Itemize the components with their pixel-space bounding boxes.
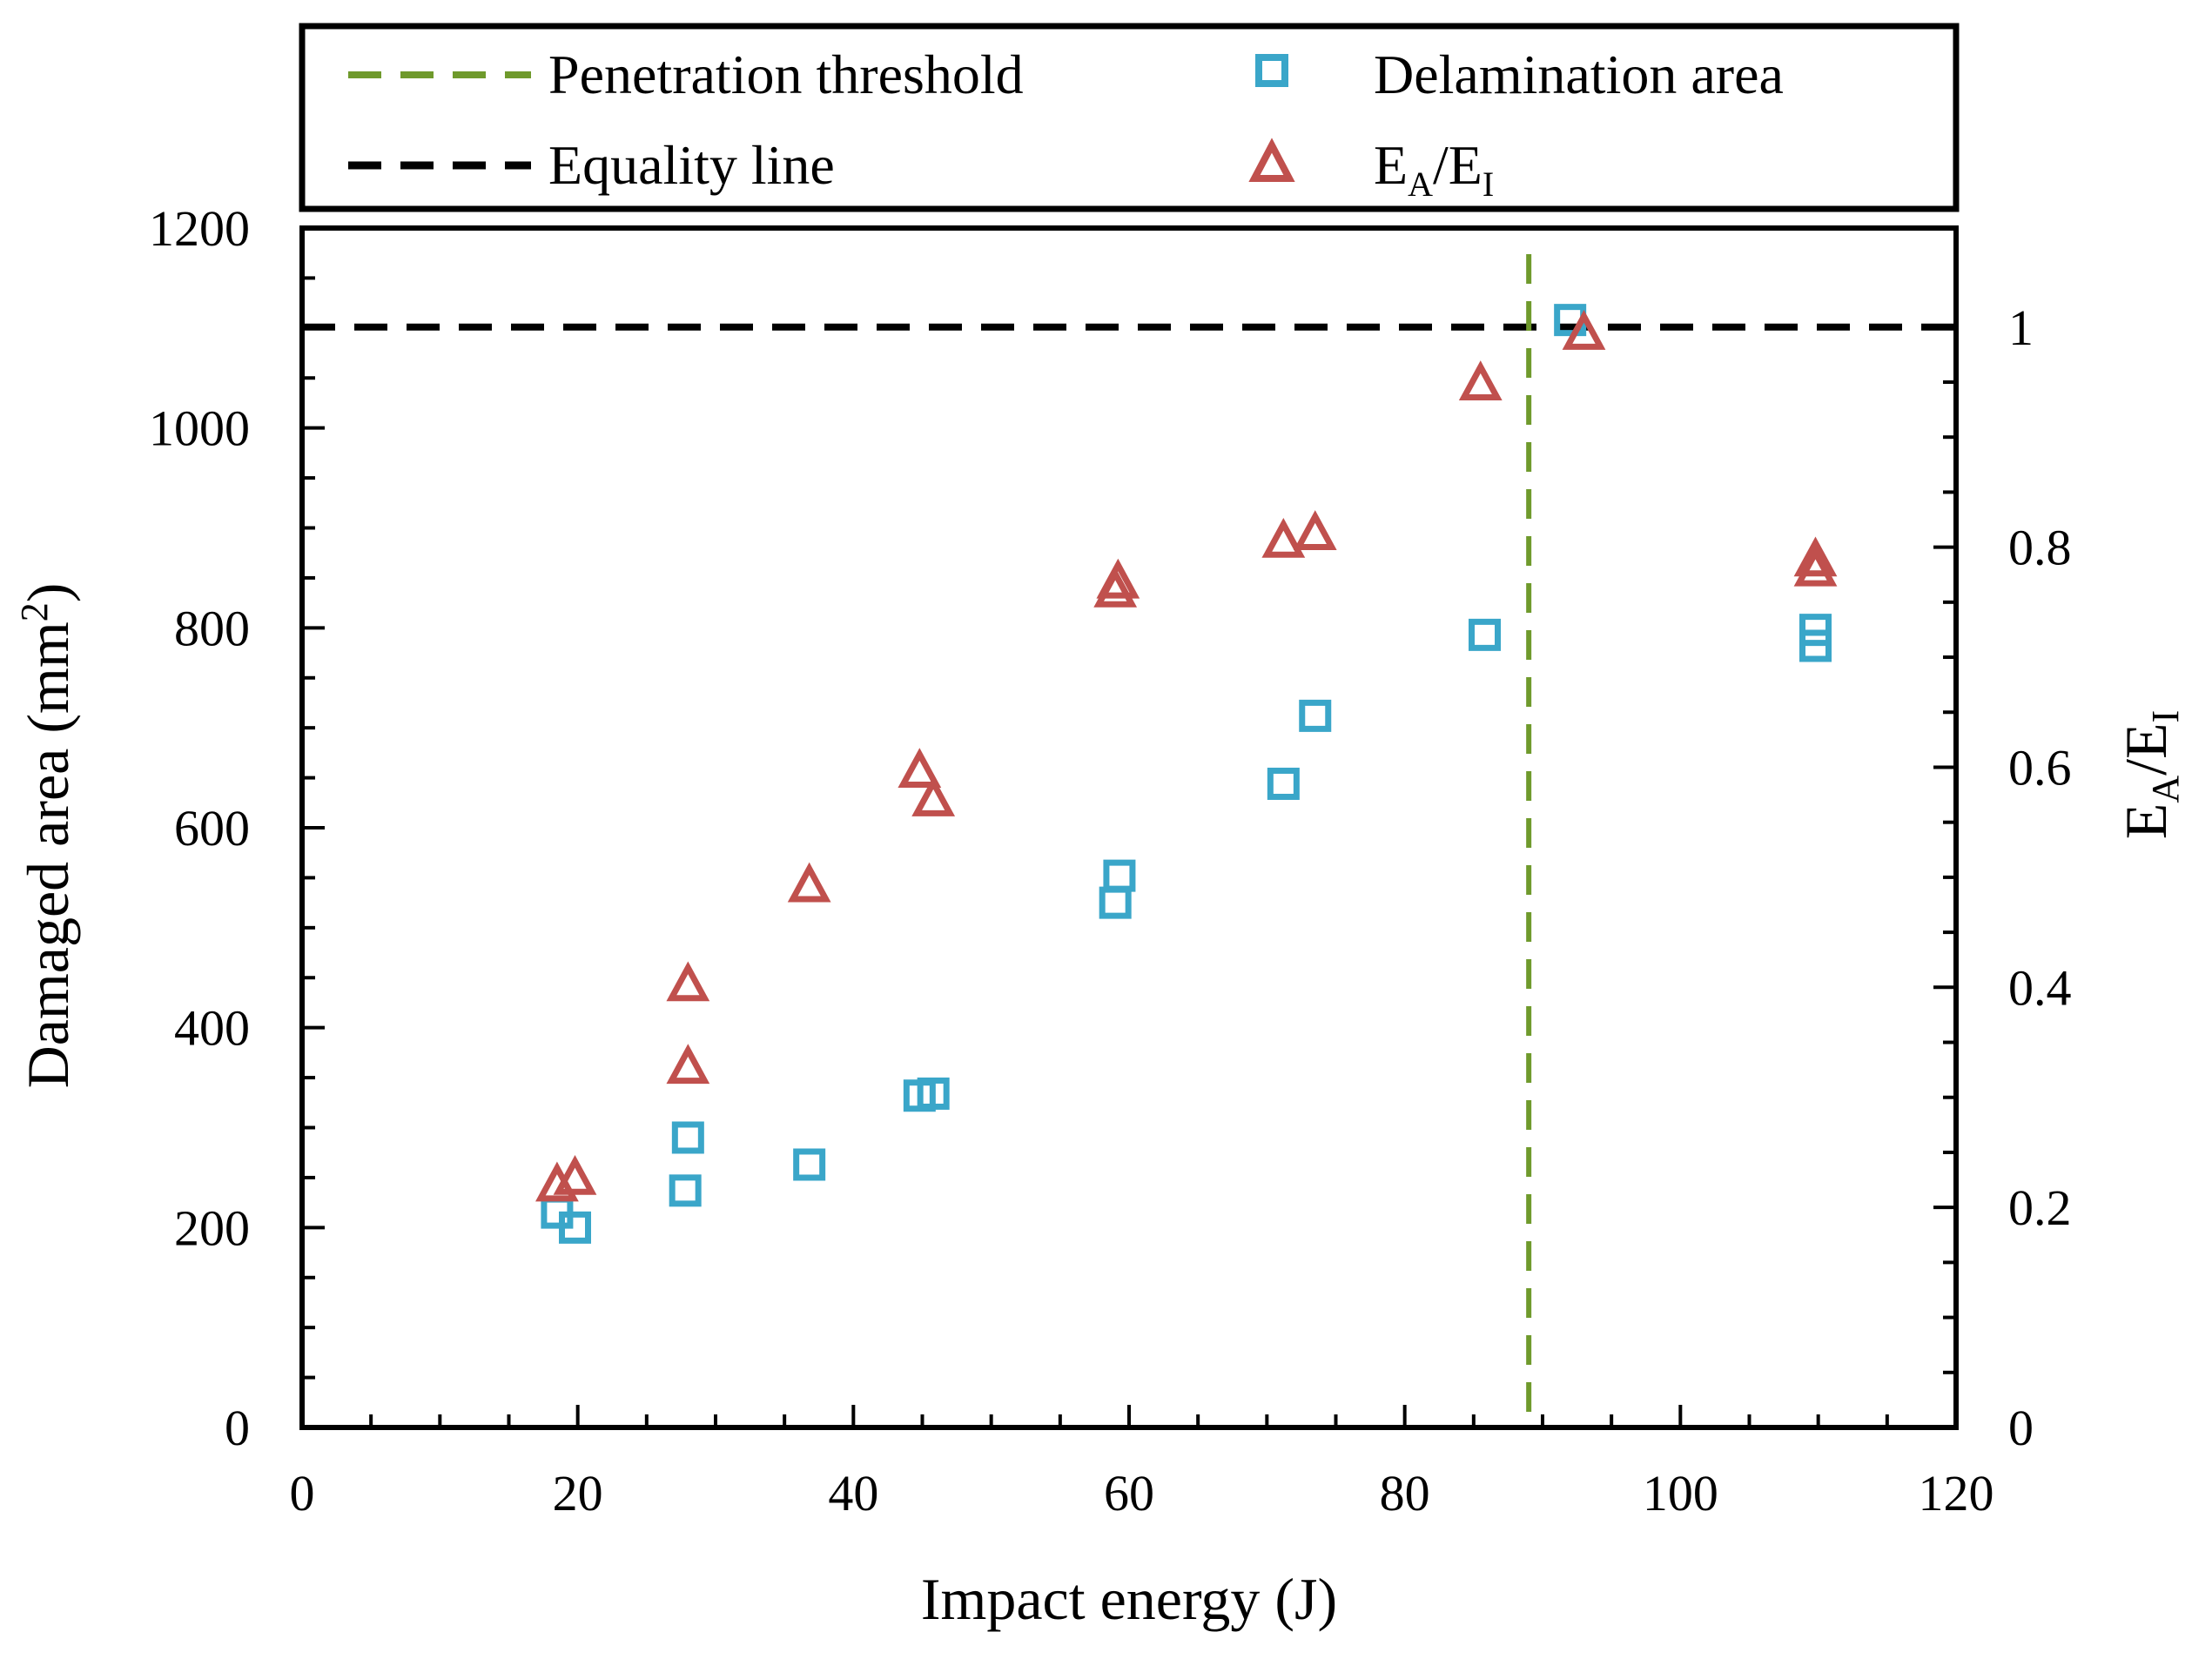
legend-delamination-swatch <box>1255 54 1288 87</box>
legend-ratio-label: EA/EI <box>1374 134 1494 204</box>
y-tick-label: 0 <box>225 1400 250 1456</box>
delamination-area-point <box>669 1174 702 1207</box>
x-tick-label: 60 <box>1104 1465 1154 1521</box>
y2-axis-title: EA/EI <box>2113 710 2187 839</box>
energy-ratio-point <box>1261 517 1306 558</box>
y-tick-label: 800 <box>174 600 250 656</box>
energy-ratio-point <box>787 862 831 903</box>
delamination-area-point <box>1469 618 1501 651</box>
y2-tick-label: 0.2 <box>2008 1179 2072 1236</box>
x-tick-label: 100 <box>1643 1465 1718 1521</box>
y-tick-label: 200 <box>174 1199 250 1256</box>
delamination-area-point <box>917 1077 950 1110</box>
plot-frame <box>299 225 1959 1430</box>
x-tick-label: 120 <box>1919 1465 1994 1521</box>
y2-axis-tick-labels: 0 0.2 0.4 0.6 0.8 1 <box>2008 299 2072 1456</box>
y-tick-label: 600 <box>174 800 250 856</box>
y-tick-label: 400 <box>174 1000 250 1057</box>
y-axis-tick-labels: 0 200 400 600 800 1000 1200 <box>149 200 250 1456</box>
data-markers <box>535 304 1838 1244</box>
delamination-area-point <box>1099 886 1132 919</box>
delamination-area-point <box>559 1211 591 1244</box>
delamination-area-point <box>671 1121 704 1154</box>
delamination-area-point <box>1799 614 1832 647</box>
legend-equality-label: Equality line <box>548 134 835 196</box>
y2-tick-label: 0.8 <box>2008 520 2072 576</box>
energy-ratio-point <box>898 748 942 789</box>
y2-tick-label: 0 <box>2008 1400 2034 1456</box>
x-tick-label: 20 <box>553 1465 603 1521</box>
y2-tick-label: 1 <box>2008 299 2034 356</box>
legend-delamination-label: Delamination area <box>1374 44 1784 105</box>
delamination-area-point <box>1103 859 1136 892</box>
energy-ratio-point <box>553 1154 597 1195</box>
legend-box <box>299 23 1960 212</box>
y-axis-title: Damaged area (mm2) <box>13 583 81 1089</box>
x-axis-tick-labels: 0 20 40 60 80 100 120 <box>290 1465 1994 1521</box>
energy-ratio-point <box>1793 536 1838 577</box>
legend-ratio-swatch <box>1248 138 1295 182</box>
delamination-area-point <box>1267 767 1300 800</box>
x-tick-label: 0 <box>290 1465 315 1521</box>
y-tick-label: 1200 <box>149 200 250 257</box>
energy-ratio-point <box>1458 360 1503 401</box>
energy-ratio-point <box>911 776 956 816</box>
legend-threshold-label: Penetration threshold <box>548 44 1024 105</box>
y2-tick-label: 0.6 <box>2008 739 2072 796</box>
x-axis-title: Impact energy (J) <box>921 1566 1337 1632</box>
y2-tick-label: 0.4 <box>2008 959 2072 1016</box>
energy-ratio-point <box>666 961 710 1002</box>
energy-ratio-point <box>1562 310 1606 350</box>
energy-ratio-point <box>1096 558 1140 599</box>
delamination-area-point <box>793 1148 826 1181</box>
y-tick-label: 1000 <box>149 400 250 457</box>
energy-ratio-point <box>666 1044 710 1085</box>
energy-ratio-point <box>1793 546 1838 587</box>
legend: Penetration threshold Equality line Dela… <box>299 23 1960 212</box>
x-tick-label: 40 <box>828 1465 878 1521</box>
axis-ticks <box>300 226 1958 1429</box>
energy-ratio-point <box>1293 510 1337 550</box>
delamination-area-point <box>1299 699 1332 732</box>
x-tick-label: 80 <box>1380 1465 1430 1521</box>
